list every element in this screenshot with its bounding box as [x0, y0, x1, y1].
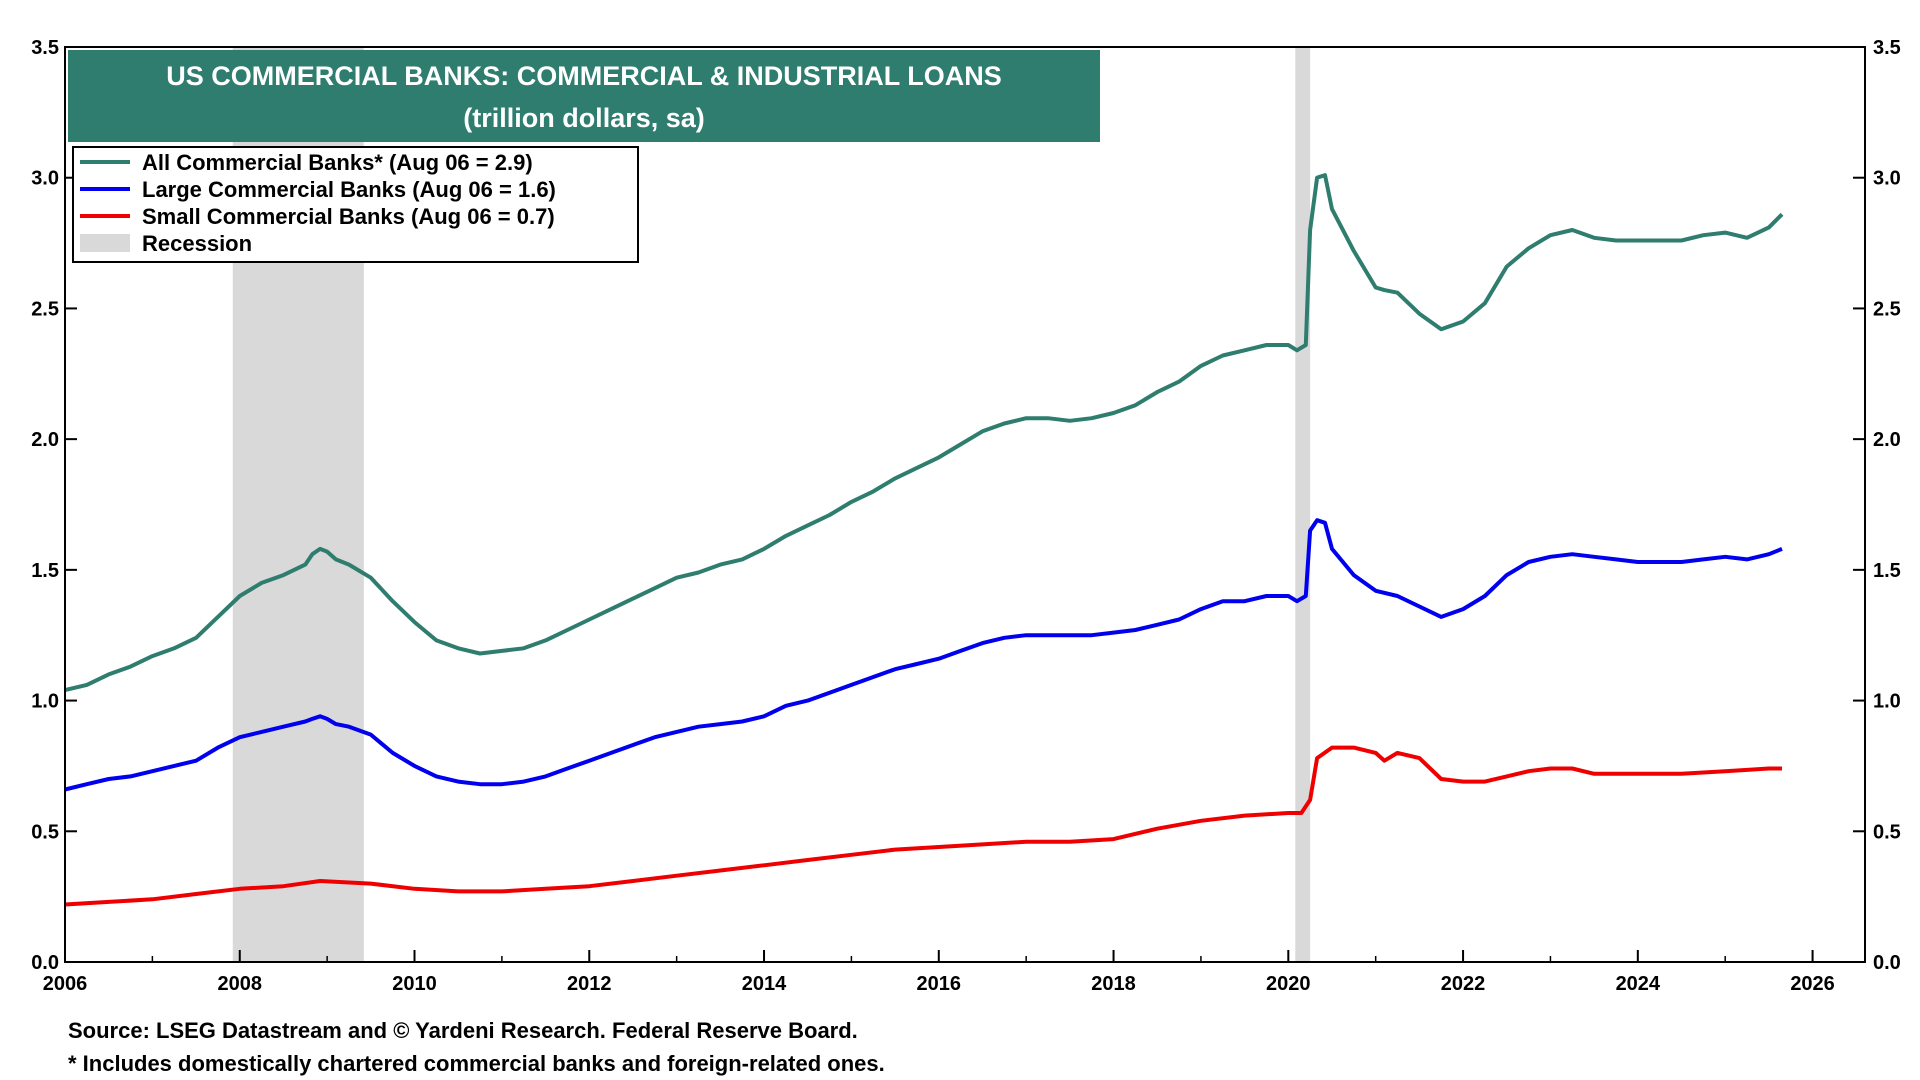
legend: All Commercial Banks* (Aug 06 = 2.9)Larg…: [72, 146, 639, 263]
x-tick-label-2: 2010: [392, 973, 437, 995]
x-tick-label-4: 2014: [742, 973, 787, 995]
legend-box: [72, 146, 639, 263]
legend-label-3: Recession: [142, 231, 252, 256]
y-tick-label-right-6: 3.0: [1873, 168, 1901, 190]
x-tick-label-1: 2008: [218, 973, 263, 995]
x-tick-label-7: 2020: [1266, 973, 1311, 995]
y-tick-label-left-7: 3.5: [31, 37, 59, 59]
series-line-2: [64, 745, 1782, 907]
x-tick-label-5: 2016: [917, 973, 962, 995]
y-tick-label-left-2: 1.0: [31, 691, 59, 713]
y-tick-label-left-4: 2.0: [31, 429, 59, 451]
title-background: [68, 50, 1100, 142]
legend-label-0: All Commercial Banks* (Aug 06 = 2.9): [142, 150, 533, 175]
y-tick-label-right-3: 1.5: [1873, 560, 1901, 582]
plot-frame: [64, 46, 1866, 963]
x-tick-label-10: 2026: [1790, 973, 1835, 995]
recession-band-1: [1295, 47, 1311, 962]
chart-title: US COMMERCIAL BANKS: COMMERCIAL & INDUST…: [166, 61, 1002, 91]
y-tick-label-left-5: 2.5: [31, 298, 59, 320]
y-tick-label-right-2: 1.0: [1873, 691, 1901, 713]
y-tick-label-right-7: 3.5: [1873, 37, 1901, 59]
y-tick-label-left-6: 3.0: [31, 168, 59, 190]
series-layer: [64, 173, 1784, 907]
x-tick-label-0: 2006: [43, 973, 88, 995]
x-tick-label-6: 2018: [1091, 973, 1136, 995]
tick-layer: 2006 2008 2010 2012 2014 2016 2018 2020 2022 2024…: [31, 37, 1901, 995]
x-tick-label-8: 2022: [1441, 973, 1486, 995]
series-line-1: [64, 518, 1783, 792]
y-tick-label-left-1: 0.5: [31, 821, 59, 843]
series-line-0: [64, 173, 1784, 693]
y-tick-label-left-0: 0.0: [31, 952, 59, 974]
legend-label-1: Large Commercial Banks (Aug 06 = 1.6): [142, 177, 556, 202]
footnote: * Includes domestically chartered commer…: [68, 1051, 885, 1076]
y-tick-label-right-0: 0.0: [1873, 952, 1901, 974]
y-tick-label-left-3: 1.5: [31, 560, 59, 582]
x-tick-label-9: 2024: [1616, 973, 1661, 995]
y-tick-label-right-5: 2.5: [1873, 298, 1901, 320]
legend-swatch-recession: [80, 234, 130, 252]
chart-subtitle: (trillion dollars, sa): [463, 103, 705, 133]
legend-label-2: Small Commercial Banks (Aug 06 = 0.7): [142, 204, 555, 229]
y-tick-label-right-1: 0.5: [1873, 821, 1901, 843]
x-tick-label-3: 2012: [567, 973, 612, 995]
source-note: Source: LSEG Datastream and © Yardeni Re…: [68, 1018, 858, 1043]
y-tick-label-right-4: 2.0: [1873, 429, 1901, 451]
title-box: US COMMERCIAL BANKS: COMMERCIAL & INDUST…: [68, 50, 1100, 142]
